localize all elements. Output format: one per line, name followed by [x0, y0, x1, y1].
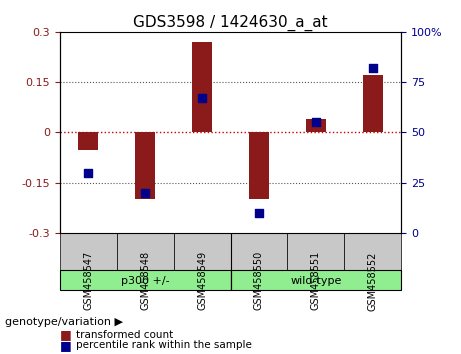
FancyBboxPatch shape: [230, 270, 401, 290]
Point: [312, 120, 319, 125]
Text: GSM458549: GSM458549: [197, 251, 207, 310]
Point: [255, 210, 263, 216]
FancyBboxPatch shape: [287, 233, 344, 270]
Point: [142, 190, 149, 195]
Text: ■: ■: [60, 339, 71, 352]
FancyBboxPatch shape: [344, 233, 401, 270]
Bar: [135, 132, 155, 199]
FancyBboxPatch shape: [230, 233, 287, 270]
Text: wild-type: wild-type: [290, 275, 342, 286]
Bar: [78, 132, 98, 150]
Bar: [306, 119, 326, 132]
Text: GSM458548: GSM458548: [140, 251, 150, 310]
FancyBboxPatch shape: [60, 270, 230, 290]
Text: p300 +/-: p300 +/-: [121, 275, 170, 286]
Text: genotype/variation ▶: genotype/variation ▶: [5, 317, 123, 327]
FancyBboxPatch shape: [174, 233, 230, 270]
Title: GDS3598 / 1424630_a_at: GDS3598 / 1424630_a_at: [133, 14, 328, 30]
Text: GSM458547: GSM458547: [83, 251, 94, 310]
FancyBboxPatch shape: [60, 233, 117, 270]
Bar: [192, 42, 212, 132]
Point: [85, 170, 92, 175]
Text: GSM458552: GSM458552: [367, 251, 378, 310]
Bar: [249, 132, 269, 199]
Text: percentile rank within the sample: percentile rank within the sample: [76, 340, 252, 350]
Bar: [363, 75, 383, 132]
Text: transformed count: transformed count: [76, 330, 173, 339]
FancyBboxPatch shape: [117, 233, 174, 270]
Text: GSM458551: GSM458551: [311, 251, 321, 310]
Point: [198, 95, 206, 101]
Text: GSM458550: GSM458550: [254, 251, 264, 310]
Point: [369, 65, 376, 71]
Text: ■: ■: [60, 328, 71, 341]
